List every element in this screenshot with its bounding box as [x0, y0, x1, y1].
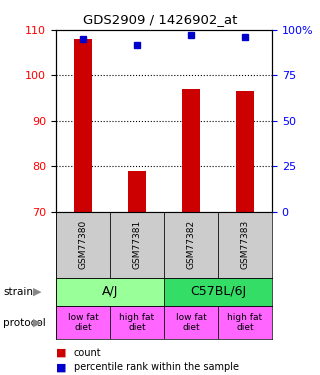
Bar: [56, 306, 110, 339]
Bar: [164, 306, 218, 339]
Text: GSM77382: GSM77382: [187, 220, 196, 269]
Bar: [110, 212, 164, 278]
Text: ▶: ▶: [33, 318, 41, 327]
Text: count: count: [74, 348, 101, 357]
Text: high fat
diet: high fat diet: [119, 313, 155, 332]
Text: GSM77380: GSM77380: [78, 220, 87, 269]
Bar: [110, 306, 164, 339]
Text: ■: ■: [56, 348, 67, 357]
Bar: [56, 212, 110, 278]
Text: GSM77381: GSM77381: [132, 220, 141, 269]
Text: GDS2909 / 1426902_at: GDS2909 / 1426902_at: [83, 13, 237, 26]
Text: protocol: protocol: [3, 318, 46, 327]
Text: low fat
diet: low fat diet: [68, 313, 98, 332]
Text: A/J: A/J: [102, 285, 118, 298]
Bar: [218, 306, 272, 339]
Text: ▶: ▶: [33, 286, 41, 297]
Text: low fat
diet: low fat diet: [176, 313, 206, 332]
Bar: [236, 92, 254, 212]
Bar: [56, 278, 164, 306]
Text: high fat
diet: high fat diet: [228, 313, 263, 332]
Text: strain: strain: [3, 286, 33, 297]
Text: GSM77383: GSM77383: [241, 220, 250, 269]
Text: percentile rank within the sample: percentile rank within the sample: [74, 363, 239, 372]
Text: ■: ■: [56, 363, 67, 372]
Bar: [74, 39, 92, 212]
Bar: [218, 212, 272, 278]
Bar: [128, 171, 147, 212]
Bar: [181, 89, 200, 212]
Text: C57BL/6J: C57BL/6J: [190, 285, 246, 298]
Bar: [164, 278, 272, 306]
Bar: [164, 212, 218, 278]
